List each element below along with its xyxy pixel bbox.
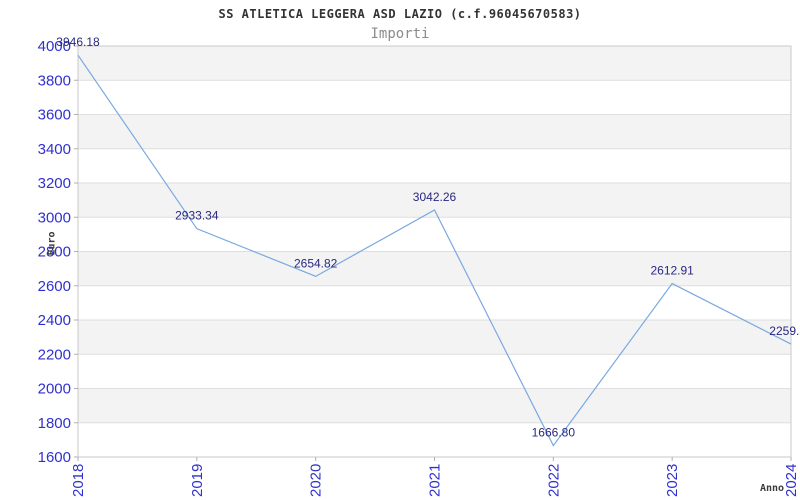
point-label: 3042.26 xyxy=(413,190,457,204)
point-label: 3946.18 xyxy=(56,35,100,49)
x-tick-label: 2024 xyxy=(783,464,800,497)
point-label: 2654.82 xyxy=(294,256,338,270)
y-tick-label: 2000 xyxy=(38,381,71,398)
x-tick-label: 2019 xyxy=(189,464,206,497)
series-line xyxy=(77,54,792,447)
point-label: 1666.80 xyxy=(532,426,576,440)
x-tick-label: 2023 xyxy=(664,464,681,497)
y-tick-label: 2600 xyxy=(38,278,71,295)
point-label: 2933.34 xyxy=(175,209,219,223)
x-tick-label: 2020 xyxy=(308,464,325,497)
plot-band xyxy=(78,320,791,355)
y-tick-label: 3800 xyxy=(38,72,71,89)
y-tick-label: 3400 xyxy=(38,141,71,158)
y-tick-label: 1600 xyxy=(38,449,71,466)
y-tick-label: 3600 xyxy=(38,107,71,124)
x-tick-label: 2018 xyxy=(70,464,87,497)
x-axis-title: Anno xyxy=(760,483,785,494)
plot-band xyxy=(78,183,791,218)
chart-subtitle: Importi xyxy=(370,26,430,42)
point-label: 2612.91 xyxy=(650,264,694,278)
x-tick-label: 2022 xyxy=(545,464,562,497)
y-tick-label: 3200 xyxy=(38,175,71,192)
y-tick-label: 4000 xyxy=(38,38,71,55)
plot-band xyxy=(78,114,791,149)
plot-band xyxy=(78,388,791,423)
x-tick-label: 2021 xyxy=(427,464,444,497)
plot-band xyxy=(78,46,791,81)
y-axis-title: Euro xyxy=(46,231,58,256)
y-tick-label: 3000 xyxy=(38,209,71,226)
chart-title: SS ATLETICA LEGGERA ASD LAZIO (c.f.96045… xyxy=(218,7,582,21)
plot-band xyxy=(78,251,791,286)
y-tick-label: 2800 xyxy=(38,244,71,261)
y-tick-label: 1800 xyxy=(38,415,71,432)
y-tick-label: 2400 xyxy=(38,312,71,329)
point-label: 2259.31 xyxy=(769,324,800,338)
y-tick-label: 2200 xyxy=(38,346,71,363)
